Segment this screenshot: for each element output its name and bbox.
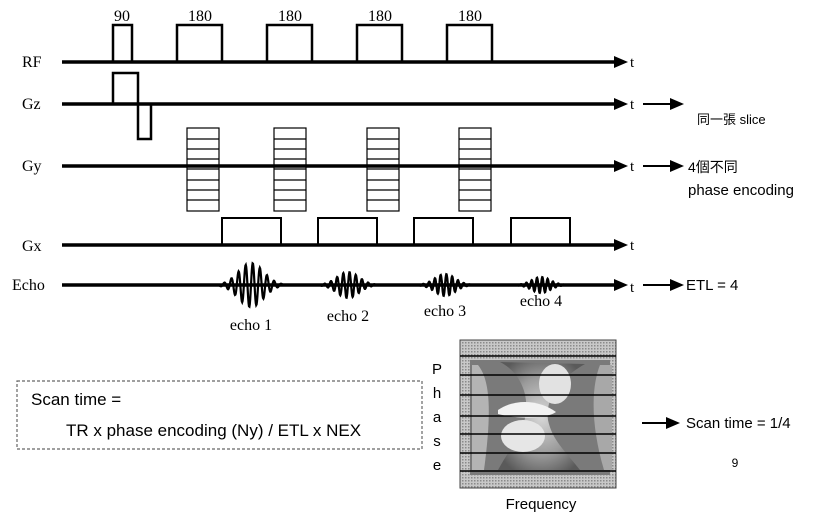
time-label-echo: t <box>630 280 635 296</box>
echo-label-3: echo 3 <box>424 303 466 320</box>
echo-label-2: echo 2 <box>327 308 369 325</box>
note-phase-encoding: phase encoding <box>688 182 794 199</box>
phase-letter-s: s <box>433 433 441 450</box>
gx-readout-4 <box>510 217 571 245</box>
time-label-gz: t <box>630 97 635 113</box>
gx-readout-3 <box>413 217 474 245</box>
note-four-different: 4個不同 <box>688 159 738 175</box>
row-label-gx: Gx <box>22 238 42 255</box>
gz-gradient <box>111 71 153 141</box>
arrow-right-icon <box>670 98 684 110</box>
note-same-slice: 同一張 slice <box>697 112 766 127</box>
rf-pulse-180-4 <box>445 23 494 62</box>
phase-letter-a: a <box>433 409 442 426</box>
gy-phase-table-4 <box>458 127 492 212</box>
mri-knee-image <box>459 339 617 489</box>
page-number: 9 <box>732 456 739 470</box>
phase-letter-h: h <box>433 385 441 402</box>
phase-letter-e: e <box>433 457 441 474</box>
echo-signal-2 <box>319 270 377 300</box>
time-axis-rf: t <box>62 55 635 71</box>
formula-line-1: Scan time = <box>31 390 121 409</box>
rf-pulse-180-3 <box>355 23 404 62</box>
pulse-label-180-1: 180 <box>188 8 212 25</box>
note-slice: 同一張 slice <box>643 98 766 127</box>
arrow-right-icon <box>670 279 684 291</box>
gy-phase-tables <box>186 127 492 212</box>
note-etl-value: ETL = 4 <box>686 277 738 294</box>
pulse-label-180-3: 180 <box>368 8 392 25</box>
frequency-axis-label: Frequency <box>506 496 577 513</box>
echo-signals <box>218 261 566 309</box>
formula-line-2: TR x phase encoding (Ny) / ETL x NEX <box>66 421 361 440</box>
pulse-label-180-4: 180 <box>458 8 482 25</box>
note-phase: 4個不同 phase encoding <box>643 159 794 199</box>
echo-signal-4 <box>516 275 566 295</box>
gz-rephase-lobe <box>136 104 153 141</box>
note-scan-time-quarter: Scan time = 1/4 <box>686 415 791 432</box>
time-axis-gz: t <box>62 97 635 113</box>
pulse-label-90: 90 <box>114 8 130 25</box>
note-scan-result: Scan time = 1/4 <box>642 415 791 432</box>
echo-label-4: echo 4 <box>520 293 562 310</box>
formula-box: Scan time = TR x phase encoding (Ny) / E… <box>16 380 423 450</box>
time-label-gy: t <box>630 159 635 175</box>
time-label-gx: t <box>630 238 635 254</box>
echo-label-1: echo 1 <box>230 317 272 334</box>
row-label-gy: Gy <box>22 158 42 175</box>
row-label-rf: RF <box>22 54 42 71</box>
gx-readout-1 <box>221 217 282 245</box>
rf-pulse-180-2 <box>265 23 314 62</box>
time-axis-gx: t <box>62 238 635 254</box>
gz-slice-select-lobe <box>111 71 140 104</box>
row-label-echo: Echo <box>12 277 45 294</box>
rf-pulses <box>111 23 494 62</box>
rf-pulse-180-1 <box>175 23 224 62</box>
rf-pulse-90 <box>111 23 134 62</box>
arrow-right-icon <box>670 160 684 172</box>
gy-phase-table-1 <box>186 127 220 212</box>
gx-readout-2 <box>317 217 378 245</box>
time-label-rf: t <box>630 55 635 71</box>
echo-signal-3 <box>418 272 472 298</box>
row-label-gz: Gz <box>22 96 41 113</box>
echo-signal-1 <box>218 261 284 309</box>
pulse-label-180-2: 180 <box>278 8 302 25</box>
gx-readout-gradients <box>221 217 571 245</box>
note-etl: ETL = 4 <box>643 277 738 294</box>
gy-phase-table-2 <box>273 127 307 212</box>
gy-phase-table-3 <box>366 127 400 212</box>
phase-letter-p: P <box>432 361 442 378</box>
arrow-right-icon <box>666 417 680 429</box>
time-axis-gy: t <box>62 159 635 175</box>
